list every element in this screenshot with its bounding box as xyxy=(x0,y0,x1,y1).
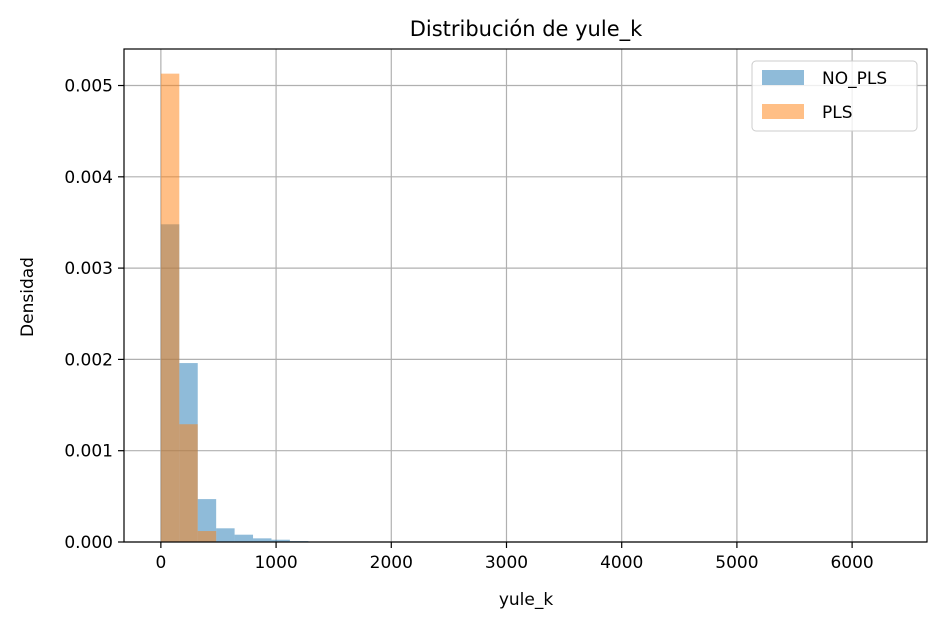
y-tick-label: 0.002 xyxy=(64,350,113,370)
x-axis-label: yule_k xyxy=(499,590,554,610)
legend-label-no-pls: NO_PLS xyxy=(822,69,887,89)
y-tick-label: 0.000 xyxy=(64,533,113,553)
legend: NO_PLS PLS xyxy=(751,60,918,132)
x-tick-label: 6000 xyxy=(830,553,873,573)
bar-no-pls xyxy=(234,534,254,542)
legend-swatch-pls xyxy=(762,104,804,119)
x-tick-label: 2000 xyxy=(370,553,413,573)
legend-label-pls: PLS xyxy=(822,103,853,123)
y-tick-label: 0.001 xyxy=(64,442,113,462)
y-tick-label: 0.004 xyxy=(64,168,113,188)
legend-swatch-no-pls xyxy=(762,70,804,85)
x-tick-label: 0 xyxy=(155,553,166,573)
plot-frame xyxy=(123,48,928,543)
tick-labels: 0 1000 2000 3000 4000 5000 6000 0.000 0.001 0.002… xyxy=(64,77,873,573)
bar-no-pls xyxy=(253,538,272,542)
x-tick-label: 1000 xyxy=(254,553,297,573)
chart-title: Distribución de yule_k xyxy=(410,17,643,42)
axes xyxy=(118,48,928,548)
bar-pls xyxy=(179,424,198,542)
bar-no-pls xyxy=(271,539,290,542)
x-tick-label: 3000 xyxy=(485,553,528,573)
bar-pls xyxy=(197,531,217,542)
x-tick-label: 4000 xyxy=(600,553,643,573)
x-tick-label: 5000 xyxy=(715,553,758,573)
bar-pls xyxy=(160,73,180,543)
y-tick-label: 0.005 xyxy=(64,77,113,97)
y-axis-label: Densidad xyxy=(18,257,38,337)
histogram-bars xyxy=(160,73,309,543)
y-tick-label: 0.003 xyxy=(64,259,113,279)
bar-no-pls xyxy=(216,528,235,542)
